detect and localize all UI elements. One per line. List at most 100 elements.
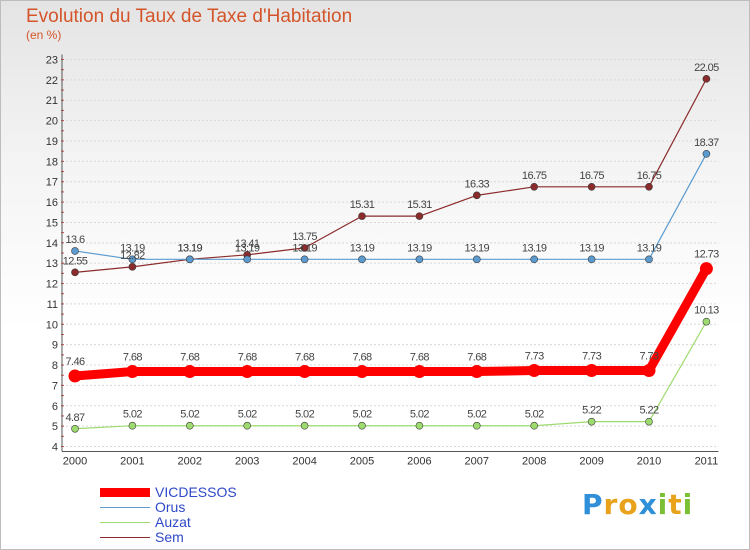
data-point [300,244,309,252]
data-label: 13.19 [178,242,203,254]
data-point [702,150,711,158]
x-tick-label: 2006 [407,456,431,468]
brand-letter: r [603,488,619,521]
x-tick-label: 2011 [695,456,719,468]
x-tick-label: 2008 [522,456,546,468]
y-tick-label: 21 [46,95,58,107]
data-label: 5.02 [352,409,371,421]
legend-item: VICDESSOS [100,485,237,500]
data-point [699,262,713,276]
data-point [186,421,194,430]
data-label: 5.02 [180,409,199,421]
data-label: 16.33 [465,178,490,190]
data-point [186,255,194,264]
legend-item: Orus [100,500,237,515]
data-label: 15.31 [350,199,375,211]
data-point [530,421,539,430]
data-point [183,365,197,379]
data-point [298,365,312,379]
data-point [702,317,711,326]
y-tick-label: 23 [46,55,58,67]
data-label: 13.19 [637,242,662,254]
chart-title: Evolution du Taux de Taxe d'Habitation [26,6,353,27]
data-label: 7.68 [410,352,429,364]
data-point [125,365,139,379]
x-tick-label: 2001 [120,456,144,468]
data-point [470,365,484,379]
data-label: 12.73 [694,249,719,261]
y-tick-label: 9 [52,340,58,352]
x-tick-label: 2009 [579,456,603,468]
x-tick-label: 2002 [178,456,202,468]
y-tick-label: 6 [52,401,58,413]
data-point [415,255,424,264]
brand-letter: i [657,488,669,521]
series-line-orus [74,153,708,260]
legend-item: Sem [100,530,237,545]
y-tick-label: 10 [46,319,58,331]
data-label: 16.75 [579,170,604,182]
legend-label: Auzat [155,514,191,530]
data-point [645,417,653,426]
data-point [358,255,366,264]
data-point [412,365,426,379]
legend-swatch [100,522,150,523]
data-label: 12.82 [120,250,145,262]
data-point [645,255,653,264]
data-label: 7.73 [525,351,544,363]
legend-swatch [100,507,150,508]
brand-letter: x [638,488,658,521]
data-label: 5.02 [525,409,544,421]
legend-label: Sem [155,529,184,545]
data-label: 13.6 [65,234,84,246]
data-point [415,421,424,430]
data-label: 7.68 [295,352,314,364]
data-label: 15.31 [407,199,432,211]
brand-letter: P [582,488,604,521]
data-point [243,255,251,264]
data-point [128,255,137,264]
data-label: 7.73 [582,351,601,363]
y-tick-label: 11 [47,299,58,311]
y-tick-label: 16 [46,197,58,209]
data-point [645,183,653,191]
data-label: 18.37 [694,137,719,149]
legend-label: VICDESSOS [155,484,237,500]
data-label: 7.46 [65,356,84,368]
x-tick-label: 2005 [350,456,374,468]
legend: VICDESSOS Orus Auzat Sem [100,485,237,545]
series-line-vicdessos [70,264,711,381]
data-point [530,183,539,191]
data-label: 13.19 [579,242,604,254]
data-point [587,255,596,264]
data-point [472,421,481,430]
data-label: 13.19 [407,242,432,254]
series-line-auzat [74,321,708,430]
data-point [527,364,541,378]
y-tick-label: 4 [52,442,58,454]
y-tick-label: 12 [46,279,58,291]
data-label: 13.19 [235,242,260,254]
data-label: 13.19 [465,242,490,254]
data-point [358,212,366,220]
data-point [415,212,424,220]
series-line-sem [74,78,708,273]
data-label: 16.75 [522,170,547,182]
y-tick-label: 18 [46,156,58,168]
data-label: 13.19 [350,242,375,254]
data-label: 22.05 [694,62,719,74]
data-label: 5.02 [295,409,314,421]
y-tick-label: 22 [46,75,58,87]
data-label: 12.55 [63,255,88,267]
data-label: 5.02 [238,409,257,421]
data-label: 13.19 [178,242,203,254]
data-label: 7.68 [467,352,486,364]
x-tick-label: 2000 [63,456,87,468]
data-label: 5.02 [410,409,429,421]
legend-label: Orus [155,499,186,515]
data-label: 13.75 [292,231,317,243]
brand-letter: o [618,488,639,521]
data-point [128,263,137,271]
data-label: 13.19 [522,242,547,254]
